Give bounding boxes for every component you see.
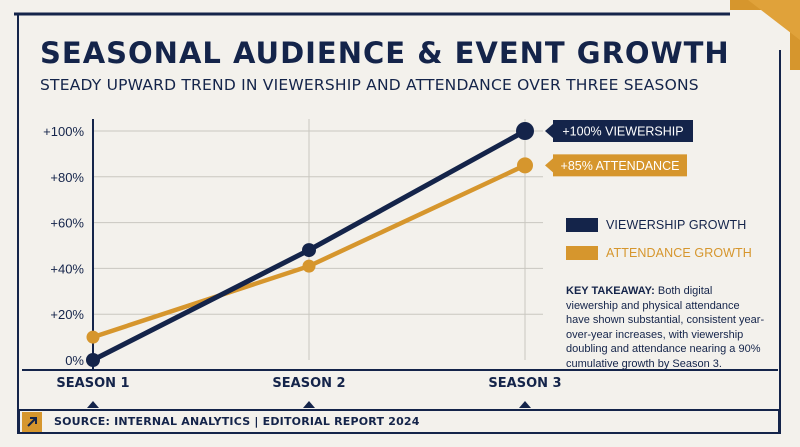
- chart-subtitle: STEADY UPWARD TREND IN VIEWERSHIP AND AT…: [40, 76, 699, 94]
- legend-item-viewership: VIEWERSHIP GROWTH: [566, 214, 752, 236]
- callout-label: +85% ATTENDANCE: [561, 159, 680, 173]
- x-tick-label: SEASON 3: [488, 376, 561, 391]
- callout-pointer: [545, 158, 553, 173]
- data-point-attendance: [86, 330, 100, 344]
- data-point-attendance: [302, 259, 316, 273]
- data-point-attendance: [517, 157, 533, 174]
- y-tick-label: +60%: [50, 216, 84, 231]
- x-tick-label: SEASON 1: [56, 376, 129, 391]
- legend-item-attendance: ATTENDANCE GROWTH: [566, 242, 752, 264]
- key-takeaway: KEY TAKEAWAY: Both digital viewership an…: [566, 284, 766, 371]
- legend-label-attendance: ATTENDANCE GROWTH: [606, 246, 752, 260]
- y-tick-label: 0%: [65, 353, 84, 368]
- y-tick-label: +40%: [50, 261, 84, 276]
- chart-legend: VIEWERSHIP GROWTH ATTENDANCE GROWTH: [566, 214, 752, 270]
- arrow-up-right-icon: [22, 411, 42, 432]
- callout-label: +100% VIEWERSHIP: [562, 125, 683, 139]
- legend-swatch-viewership: [566, 218, 598, 232]
- chart-title: SEASONAL AUDIENCE & EVENT GROWTH: [40, 36, 730, 70]
- data-point-viewership: [86, 353, 100, 367]
- x-tick-label: SEASON 2: [272, 376, 345, 391]
- callout-box: [553, 120, 693, 142]
- y-tick-label: +80%: [50, 170, 84, 185]
- x-tick-marker: [303, 401, 315, 408]
- x-tick-marker: [87, 401, 99, 408]
- x-tick-marker: [519, 401, 531, 408]
- y-tick-label: +20%: [50, 307, 84, 322]
- callout-box: [553, 154, 687, 177]
- legend-swatch-attendance: [566, 246, 598, 260]
- key-takeaway-text: Both digital viewership and physical att…: [566, 285, 765, 370]
- key-takeaway-label: KEY TAKEAWAY:: [566, 285, 655, 297]
- legend-label-viewership: VIEWERSHIP GROWTH: [606, 218, 747, 232]
- callout-pointer: [545, 124, 553, 138]
- source-bar: SOURCE: INTERNAL ANALYTICS | EDITORIAL R…: [18, 409, 780, 434]
- data-point-viewership: [516, 122, 534, 140]
- source-text: SOURCE: INTERNAL ANALYTICS | EDITORIAL R…: [54, 415, 420, 428]
- data-point-viewership: [302, 243, 316, 258]
- y-tick-label: +100%: [43, 124, 84, 139]
